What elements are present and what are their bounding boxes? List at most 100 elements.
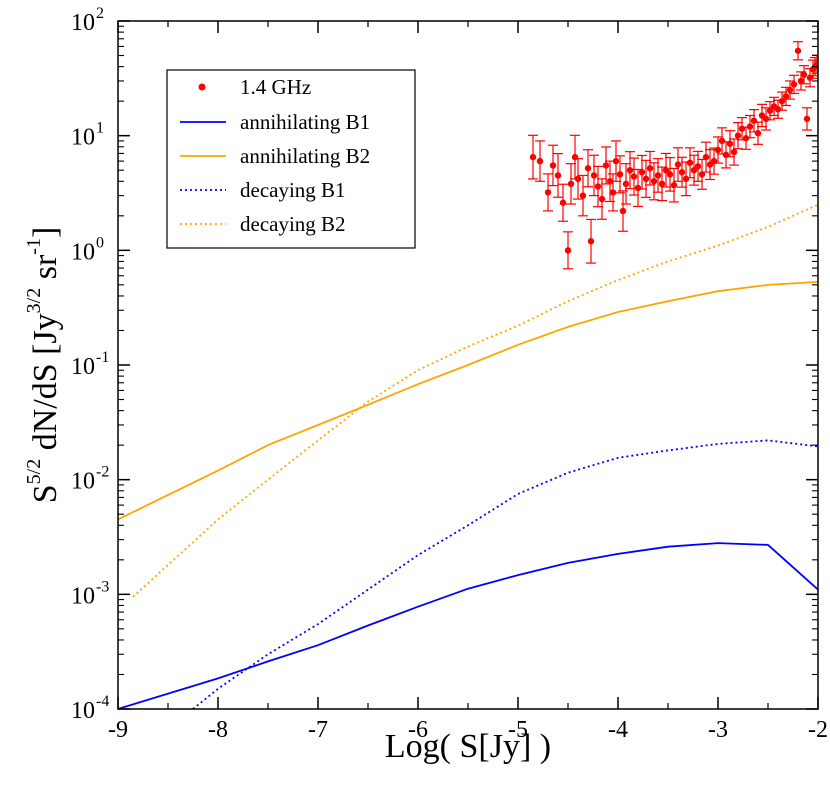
y-tick-label-exponent: 1 xyxy=(96,120,104,137)
data-marker xyxy=(803,115,811,123)
data-marker xyxy=(574,175,582,183)
data-point xyxy=(673,147,683,182)
x-ticks: -9 -8 -7 -6 -5 -4 -3 -2 xyxy=(108,21,828,743)
data-point xyxy=(641,159,651,198)
x-tick-label: -2 xyxy=(808,717,828,743)
y-tick-label-base: 10 xyxy=(71,469,95,495)
data-marker xyxy=(650,178,658,185)
data-point xyxy=(701,141,711,173)
data-marker xyxy=(642,175,650,183)
y-label-sup2: 3/2 xyxy=(23,288,45,314)
data-marker xyxy=(619,207,627,215)
data-marker xyxy=(718,137,726,145)
y-tick-label-base: 10 xyxy=(71,354,95,380)
data-marker xyxy=(609,189,617,196)
data-marker xyxy=(658,180,666,188)
series-decaying-b2 xyxy=(132,203,818,598)
data-marker xyxy=(567,180,575,188)
y-tick-label-base: 10 xyxy=(71,10,95,36)
data-point xyxy=(657,166,667,202)
data-marker xyxy=(686,159,694,166)
data-point xyxy=(761,107,771,131)
legend: 1.4 GHz annihilating B1 annihilating B2 … xyxy=(166,69,416,249)
data-point xyxy=(693,150,703,182)
data-marker xyxy=(738,125,746,132)
y-tick-label-exponent: 0 xyxy=(96,234,104,251)
x-tick-label: -7 xyxy=(308,717,328,743)
data-marker xyxy=(579,192,587,199)
data-point xyxy=(781,86,791,107)
data-point xyxy=(597,178,607,220)
y-tick-label-exponent: -3 xyxy=(96,578,109,595)
data-marker xyxy=(694,163,702,170)
data-point xyxy=(697,158,707,190)
data-marker xyxy=(587,238,595,245)
data-marker xyxy=(602,162,610,169)
data-marker xyxy=(598,195,606,203)
data-point xyxy=(573,158,583,200)
data-marker xyxy=(690,166,698,174)
data-point xyxy=(765,101,775,121)
data-point xyxy=(661,152,671,188)
y-axis-label: S5/2 dN/dS [Jy3/2 sr-1] xyxy=(23,227,64,504)
data-point xyxy=(773,99,783,119)
data-marker xyxy=(766,107,774,114)
data-marker xyxy=(670,181,678,189)
data-point xyxy=(677,156,687,188)
data-point xyxy=(608,173,618,212)
data-point xyxy=(528,134,538,180)
series-annihilating-b1 xyxy=(118,542,818,709)
data-marker xyxy=(559,199,567,206)
data-marker xyxy=(750,117,758,124)
y-label-end: ] xyxy=(27,227,64,238)
data-point xyxy=(793,41,803,61)
data-point xyxy=(785,80,795,100)
data-point xyxy=(802,107,812,131)
data-point xyxy=(665,156,675,192)
data-point xyxy=(621,163,631,205)
data-marker xyxy=(774,106,782,113)
data-point xyxy=(753,121,763,145)
y-label-mid2: sr xyxy=(27,254,64,288)
y-tick-label-base: 10 xyxy=(71,698,95,724)
y-tick-label-exponent: -1 xyxy=(96,349,109,366)
data-marker xyxy=(730,148,738,156)
data-marker xyxy=(726,140,734,147)
data-marker xyxy=(778,97,786,105)
legend-label-annihilating-b1: annihilating B1 xyxy=(240,110,370,134)
data-point xyxy=(721,141,731,169)
data-point xyxy=(725,130,735,158)
data-marker xyxy=(790,81,798,88)
data-point xyxy=(593,165,603,208)
data-point xyxy=(799,65,809,85)
legend-marker-1-4ghz xyxy=(198,83,206,91)
data-point xyxy=(729,138,739,166)
data-marker xyxy=(626,166,634,174)
data-point xyxy=(789,74,799,95)
data-marker xyxy=(529,153,537,161)
data-point xyxy=(611,140,621,182)
data-marker xyxy=(754,130,762,137)
legend-label-annihilating-b2: annihilating B2 xyxy=(240,144,370,168)
data-point xyxy=(629,157,639,196)
y-tick-label-exponent: 2 xyxy=(96,5,104,22)
data-point xyxy=(563,231,573,270)
data-marker xyxy=(590,172,598,179)
data-marker xyxy=(594,183,602,190)
series-decaying-b1 xyxy=(192,439,818,709)
data-marker xyxy=(554,172,562,179)
data-point xyxy=(717,127,727,155)
data-marker xyxy=(698,171,706,178)
data-marker xyxy=(654,172,662,179)
data-point xyxy=(669,167,679,203)
data-marker xyxy=(564,247,572,254)
y-label-sup1: 5/2 xyxy=(23,459,45,485)
data-point xyxy=(583,149,593,188)
x-tick-label: -8 xyxy=(208,717,228,743)
data-marker xyxy=(630,173,638,180)
data-marker xyxy=(634,184,642,192)
y-tick-label-base: 10 xyxy=(71,239,95,265)
data-marker xyxy=(794,47,802,54)
data-marker xyxy=(646,165,654,172)
